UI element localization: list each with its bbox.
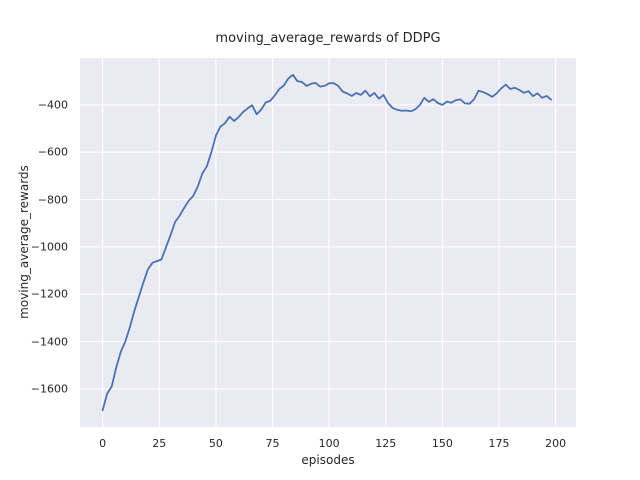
y-tick-label: −1200 [30,287,68,301]
x-axis-label: episodes [301,453,355,467]
data-line [101,73,552,412]
x-tick-label: 175 [488,437,510,450]
x-tick-label: 200 [545,437,567,450]
x-tick-label: 50 [208,437,223,450]
chart-title: moving_average_rewards of DDPG [215,31,441,46]
y-tick-label: −1600 [30,382,68,396]
x-tick-label: 100 [318,437,340,450]
y-tick-label: −800 [37,193,68,207]
axes-background [80,58,576,427]
y-tick-label: −1000 [30,240,68,254]
x-tick-label: 125 [375,437,397,450]
y-tick-label: −600 [37,145,68,159]
x-tick-label: 150 [431,437,453,450]
x-tick-label: 75 [265,437,280,450]
y-tick-label: −1400 [30,335,68,349]
y-axis-label: moving_average_rewards [17,165,31,319]
x-tick-label: 0 [99,437,107,450]
x-tick-label: 25 [152,437,167,450]
y-tick-label: −400 [37,98,68,112]
